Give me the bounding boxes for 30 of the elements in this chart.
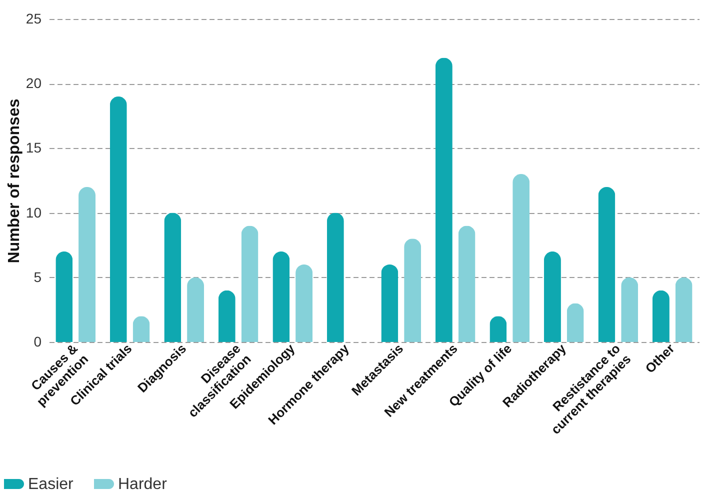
- bar: [241, 226, 258, 342]
- bar: [512, 174, 530, 342]
- y-tick-label: 15: [26, 140, 42, 156]
- y-tick-label: 5: [34, 268, 42, 285]
- bar: [458, 226, 476, 342]
- bar: [621, 277, 638, 342]
- y-tick-label: 20: [26, 75, 42, 92]
- bar: [598, 186, 616, 342]
- y-tick-label: 0: [34, 334, 42, 350]
- bar: [78, 186, 96, 342]
- bar: [110, 96, 127, 342]
- bar: [187, 277, 204, 342]
- bar: [218, 290, 236, 342]
- bar: [326, 212, 344, 342]
- legend-label: Easier: [28, 476, 74, 493]
- bar: [435, 58, 452, 342]
- y-tick-label: 10: [26, 204, 42, 220]
- bar: [652, 290, 670, 342]
- bar: [164, 212, 182, 342]
- bar: [272, 252, 290, 342]
- legend-label: Harder: [118, 476, 168, 493]
- y-axis-title: Number of responses: [6, 98, 23, 264]
- bar: [566, 303, 584, 342]
- bar: [381, 264, 398, 342]
- y-tick-label: 25: [26, 10, 42, 26]
- bar: [404, 238, 422, 342]
- bar: [675, 277, 692, 342]
- bar: [56, 252, 73, 342]
- bar: [544, 252, 561, 342]
- bar: [296, 264, 313, 342]
